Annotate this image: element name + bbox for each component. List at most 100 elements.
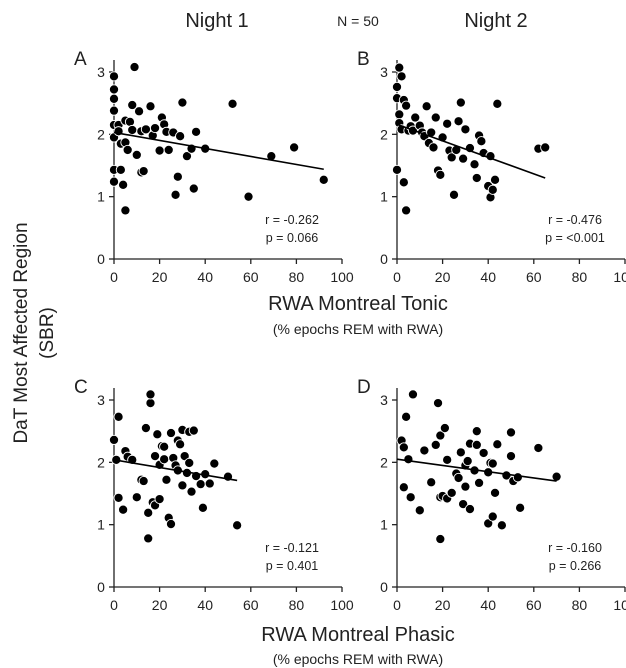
trend-line	[396, 458, 557, 482]
panel-c: 0 1 2 3 0 20 40 60 80 100 Cr = -0.121 p = 0.401	[74, 377, 354, 613]
data-point	[394, 109, 405, 120]
x-tick-label: 100	[613, 269, 626, 285]
data-point	[108, 105, 120, 116]
x-tick-label: 60	[243, 269, 259, 285]
p-value-label: p = 0.266	[549, 559, 602, 573]
data-point	[414, 505, 425, 516]
data-point	[458, 153, 469, 164]
data-point	[145, 101, 156, 112]
x-tick-label: 100	[330, 269, 354, 285]
col-title-night-1: Night 1	[185, 10, 248, 32]
panel-letter: D	[357, 377, 371, 398]
data-point	[154, 494, 165, 505]
data-point	[401, 100, 412, 111]
data-point	[401, 411, 412, 422]
data-point	[118, 179, 129, 190]
data-point	[496, 520, 507, 531]
data-point	[181, 151, 193, 162]
r-value-label: r = -0.262	[265, 213, 319, 227]
panel-b: 0 1 2 3 0 20 40 60 80 100 Br = -0.476 p = <0.001	[357, 49, 626, 285]
y-tick-label: 3	[380, 64, 388, 80]
x-tick-label: 40	[480, 269, 496, 285]
n-label: N = 50	[337, 13, 379, 29]
r-value-label: r = -0.121	[265, 541, 319, 555]
x-tick-label: 80	[572, 269, 588, 285]
data-point	[186, 486, 197, 497]
data-point	[140, 422, 151, 434]
x-tick-label: 60	[526, 597, 542, 613]
r-value-label: r = -0.160	[548, 541, 602, 555]
data-point	[188, 183, 199, 194]
data-point	[453, 116, 464, 127]
data-point	[243, 191, 254, 202]
data-point	[127, 99, 138, 111]
y-tick-label: 2	[380, 126, 388, 142]
data-point	[108, 434, 120, 445]
data-point	[191, 126, 202, 137]
p-value-label: p = <0.001	[545, 231, 605, 245]
data-point	[175, 131, 186, 142]
y-tick-label: 1	[97, 189, 105, 205]
data-point	[405, 492, 416, 503]
data-point	[131, 492, 142, 503]
data-point	[177, 97, 188, 108]
data-point	[115, 164, 126, 175]
data-point	[184, 457, 195, 469]
data-point	[512, 472, 523, 483]
data-point	[442, 454, 453, 465]
data-point	[161, 474, 172, 485]
y-tick-label: 1	[97, 517, 105, 533]
x-tick-label: 80	[289, 269, 305, 285]
data-point	[492, 98, 503, 109]
panel-letter: B	[357, 49, 370, 70]
y-tick-label: 2	[97, 126, 105, 142]
data-point	[439, 422, 450, 434]
data-point	[453, 472, 464, 483]
data-point	[134, 106, 145, 117]
data-point	[398, 177, 409, 188]
data-point	[188, 425, 199, 436]
data-point	[149, 123, 161, 134]
data-point	[145, 389, 156, 400]
data-point	[127, 124, 138, 136]
data-point	[487, 458, 498, 469]
data-point	[478, 447, 489, 459]
data-point	[455, 97, 466, 108]
data-point	[487, 511, 498, 522]
y-tick-label: 0	[97, 251, 105, 267]
y-tick-label: 1	[380, 517, 388, 533]
data-point	[460, 124, 471, 135]
p-value-label: p = 0.401	[266, 559, 319, 573]
data-point	[421, 101, 432, 112]
data-point	[289, 142, 300, 153]
data-point	[419, 445, 430, 456]
data-point	[464, 504, 476, 515]
data-point	[152, 429, 163, 440]
x-tick-label: 20	[152, 597, 168, 613]
x-tick-label: 100	[613, 597, 626, 613]
data-point	[515, 502, 526, 513]
data-point	[154, 145, 165, 156]
data-point	[455, 447, 466, 458]
data-point	[432, 398, 444, 409]
panel-letter: C	[74, 377, 88, 398]
data-point	[120, 205, 131, 216]
x-tick-label: 20	[152, 269, 168, 285]
data-point	[108, 71, 120, 82]
x-tick-label: 0	[110, 269, 118, 285]
data-point	[403, 454, 414, 465]
data-point	[131, 149, 142, 160]
data-point	[446, 487, 457, 498]
data-point	[138, 166, 149, 177]
x-tick-label: 20	[435, 269, 451, 285]
data-point	[391, 164, 403, 175]
x-tick-label: 0	[393, 269, 401, 285]
data-point	[163, 144, 174, 155]
data-point	[159, 441, 170, 452]
x-tick-label: 40	[480, 597, 496, 613]
data-point	[474, 477, 485, 488]
data-point	[462, 456, 473, 467]
data-point	[177, 480, 188, 491]
data-point	[138, 475, 149, 487]
